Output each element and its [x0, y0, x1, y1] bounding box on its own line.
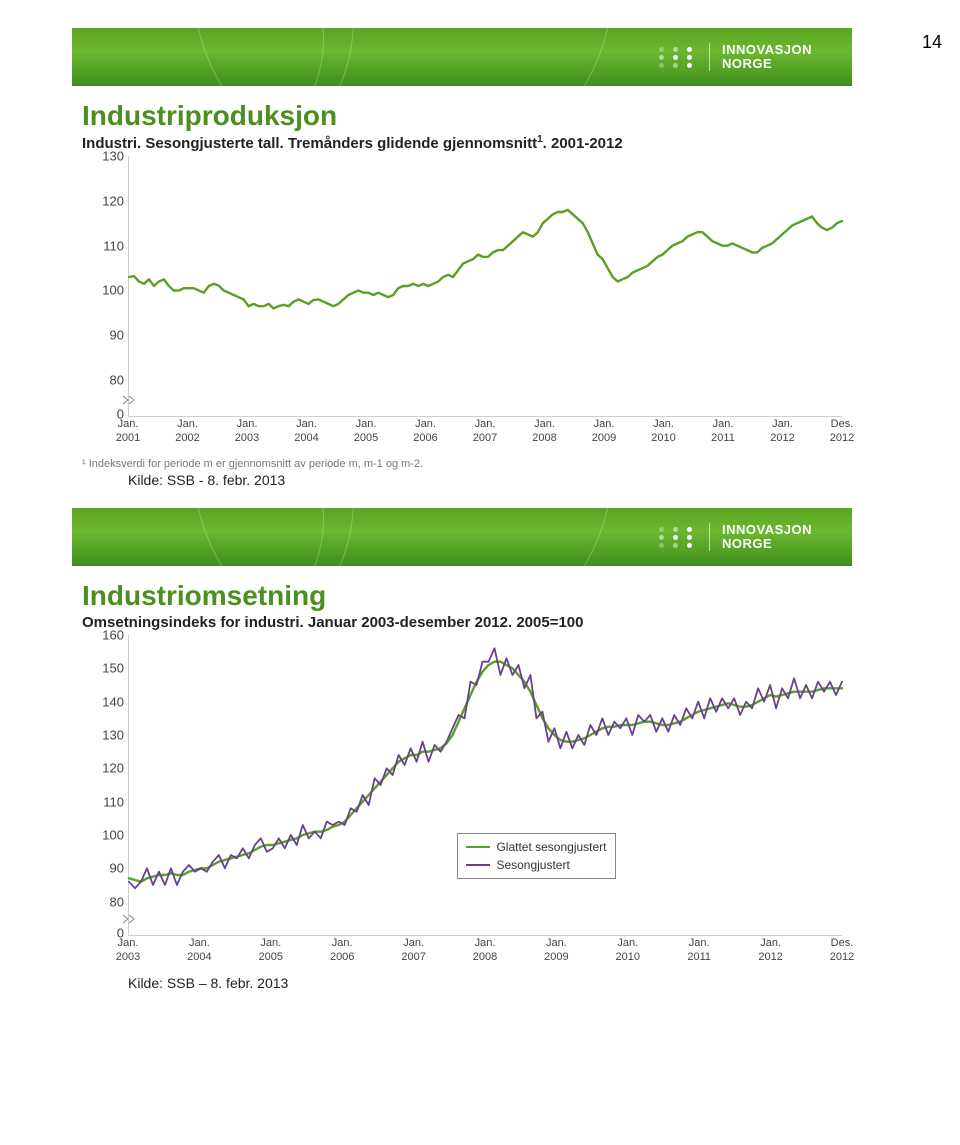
- brand-line1: INNOVASJON: [722, 43, 812, 57]
- chart2-title: Industriomsetning: [82, 580, 852, 612]
- brand-line2: NORGE: [722, 57, 812, 71]
- chart2-yaxis: 08090100110120130140150160: [82, 635, 128, 935]
- chart2-plot: Glattet sesongjustertSesongjustert: [128, 635, 842, 936]
- chart1-plot: [128, 156, 842, 417]
- brand-logo: INNOVASJON NORGE: [659, 43, 812, 72]
- chart1-footnote: ¹ Indeksverdi for periode m er gjennomsn…: [82, 458, 852, 470]
- chart1-title: Industriproduksjon: [82, 100, 852, 132]
- chart2-source: Kilde: SSB – 8. febr. 2013: [128, 975, 852, 991]
- chart2-svg: [129, 635, 842, 935]
- brand-dots-icon: [659, 526, 697, 548]
- slide-2: INNOVASJON NORGE Industriomsetning Omset…: [72, 508, 852, 991]
- brand-line1: INNOVASJON: [722, 523, 812, 537]
- chart1-yaxis: 08090100110120130: [82, 156, 128, 416]
- chart2-legend: Glattet sesongjustertSesongjustert: [457, 833, 615, 879]
- chart1: 08090100110120130 Jan.2001Jan.2002Jan.20…: [82, 156, 842, 452]
- chart1-source: Kilde: SSB - 8. febr. 2013: [128, 472, 852, 488]
- page: 14 INNOVASJON NORGE Industriproduksjon: [0, 28, 960, 991]
- chart2-xaxis: Jan.2003Jan.2004Jan.2005Jan.2006Jan.2007…: [128, 935, 842, 971]
- slide-1: INNOVASJON NORGE Industriproduksjon Indu…: [72, 28, 852, 488]
- page-number: 14: [922, 32, 942, 53]
- chart1-subtitle: Industri. Sesongjusterte tall. Tremånder…: [82, 134, 852, 152]
- chart1-xaxis: Jan.2001Jan.2002Jan.2003Jan.2004Jan.2005…: [128, 416, 842, 452]
- chart1-svg: [129, 156, 842, 416]
- brand-dots-icon: [659, 46, 697, 68]
- chart2: 08090100110120130140150160 Glattet seson…: [82, 635, 842, 971]
- brand-line2: NORGE: [722, 537, 812, 551]
- chart2-subtitle: Omsetningsindeks for industri. Januar 20…: [82, 614, 852, 631]
- banner-1: INNOVASJON NORGE: [72, 28, 852, 86]
- banner-2: INNOVASJON NORGE: [72, 508, 852, 566]
- brand-logo: INNOVASJON NORGE: [659, 523, 812, 552]
